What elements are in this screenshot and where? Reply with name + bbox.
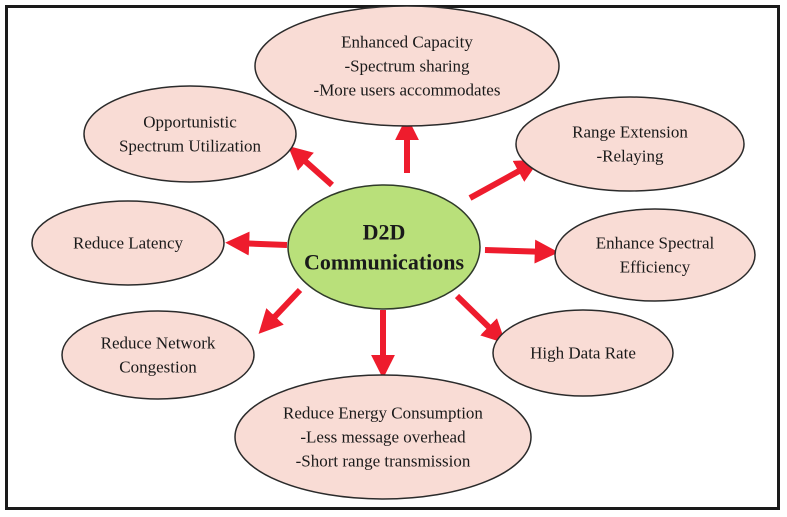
- node-energy-line-3: -Short range transmission: [296, 452, 471, 471]
- node-congestion-ellipse: [61, 310, 255, 400]
- node-datarate-ellipse: [492, 309, 674, 397]
- arrow-to-congestion: [258, 287, 303, 334]
- node-congestion: Reduce Network Congestion: [61, 310, 255, 400]
- node-capacity: Enhanced Capacity -Spectrum sharing -More …: [254, 5, 560, 127]
- node-range-line-2: -Relaying: [596, 147, 664, 166]
- center-node-line-2: Communications: [304, 250, 465, 275]
- center-node-ellipse: [287, 184, 481, 310]
- center-node: D2D Communications: [287, 184, 481, 310]
- node-capacity-line-3: -More users accommodates: [314, 81, 501, 100]
- node-energy: Reduce Energy Consumption -Less message o…: [234, 374, 532, 500]
- node-capacity-ellipse: [254, 5, 560, 127]
- node-spectral: Enhance Spectral Efficiency: [554, 208, 756, 302]
- arrow-to-range: [468, 159, 540, 201]
- node-energy-ellipse: [234, 374, 532, 500]
- arrow-to-opportunistic: [287, 145, 334, 188]
- node-spectral-ellipse: [554, 208, 756, 302]
- node-opportunistic-line-1: Opportunistic: [143, 113, 237, 132]
- node-opportunistic: Opportunistic Spectrum Utilization: [83, 85, 297, 183]
- node-latency: Reduce Latency: [31, 200, 225, 286]
- benefit-nodes: Enhanced Capacity -Spectrum sharing -More …: [31, 5, 756, 500]
- arrows: [225, 116, 559, 379]
- node-congestion-line-1: Reduce Network: [101, 334, 216, 353]
- node-datarate: High Data Rate: [492, 309, 674, 397]
- node-opportunistic-line-2: Spectrum Utilization: [119, 137, 262, 156]
- node-latency-line-1: Reduce Latency: [73, 234, 183, 253]
- node-capacity-line-1: Enhanced Capacity: [341, 33, 473, 52]
- arrow-to-latency: [225, 231, 288, 256]
- center-node-line-1: D2D: [363, 220, 406, 245]
- node-opportunistic-ellipse: [83, 85, 297, 183]
- node-datarate-line-1: High Data Rate: [530, 344, 636, 363]
- node-range-line-1: Range Extension: [572, 123, 688, 142]
- node-energy-line-2: -Less message overhead: [300, 428, 466, 447]
- node-congestion-line-2: Congestion: [119, 358, 197, 377]
- node-range-ellipse: [515, 96, 745, 192]
- node-spectral-line-1: Enhance Spectral: [596, 234, 715, 253]
- node-range: Range Extension -Relaying: [515, 96, 745, 192]
- arrow-to-datarate: [454, 293, 506, 344]
- node-latency-ellipse: [31, 200, 225, 286]
- node-spectral-line-2: Efficiency: [620, 258, 691, 277]
- arrow-to-spectral: [484, 239, 559, 264]
- node-energy-line-1: Reduce Energy Consumption: [283, 404, 483, 423]
- node-capacity-line-2: -Spectrum sharing: [344, 57, 470, 76]
